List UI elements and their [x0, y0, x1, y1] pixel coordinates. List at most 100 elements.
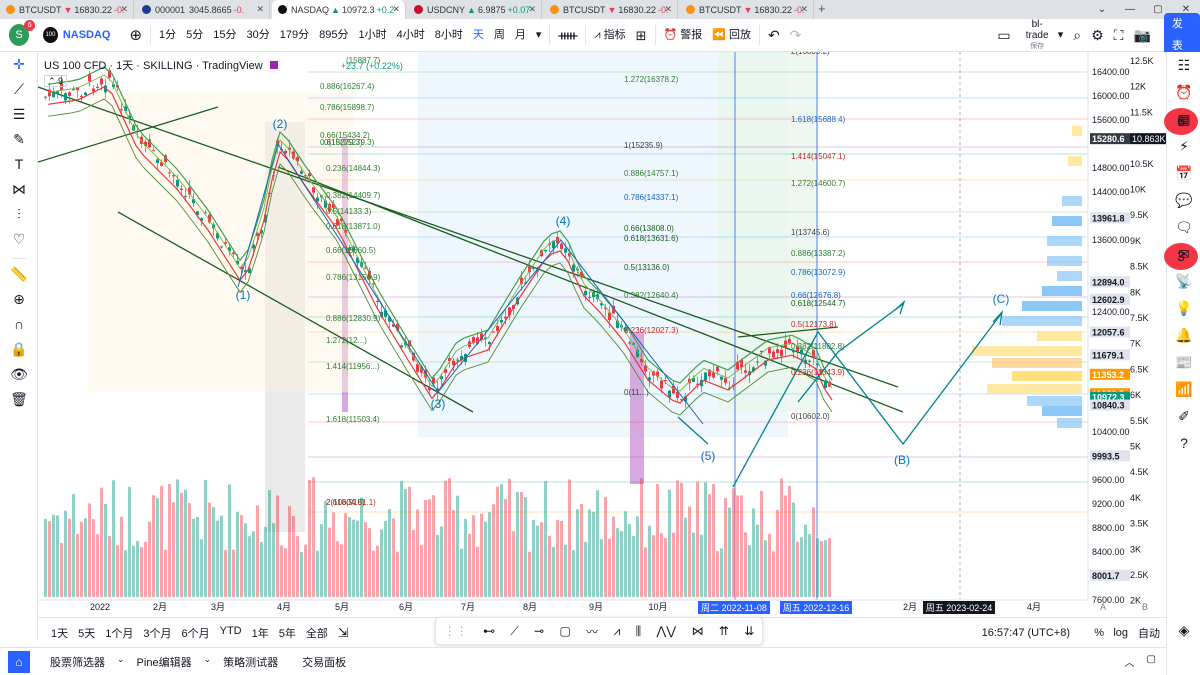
- new-tab-button[interactable]: +: [818, 1, 826, 16]
- long-position-icon[interactable]: ⇈: [718, 624, 729, 638]
- user-avatar[interactable]: S 6: [9, 20, 36, 46]
- trend-line-icon[interactable]: ⟋: [14, 81, 24, 97]
- redo-icon[interactable]: ↷: [789, 26, 802, 43]
- ruler-icon[interactable]: 📏: [10, 266, 28, 282]
- close-tab-icon[interactable]: ✕: [256, 4, 264, 14]
- brush-icon[interactable]: ✎: [13, 131, 25, 147]
- browser-tab[interactable]: BTCUSDT ▼ 16830.22 -0. ✕: [0, 0, 134, 19]
- interval-dropdown-icon[interactable]: ▾: [535, 28, 542, 41]
- maximize-panel-icon[interactable]: ▢: [1146, 654, 1156, 665]
- fullscreen-icon[interactable]: ⛶: [1113, 26, 1124, 43]
- bulb-icon[interactable]: 💡: [1175, 300, 1193, 316]
- timezone-clock[interactable]: 16:57:47 (UTC+8): [981, 626, 1070, 639]
- range-button[interactable]: 1天: [51, 627, 69, 640]
- rectangle-tool-icon[interactable]: ▢: [559, 624, 571, 638]
- layout-name-button[interactable]: bl-trade 保存: [1022, 19, 1053, 52]
- range-button[interactable]: 6个月: [181, 627, 210, 640]
- interval-button[interactable]: 4小时: [396, 28, 425, 41]
- bottom-tab[interactable]: 交易面板: [302, 656, 347, 669]
- short-position-icon[interactable]: ⇊: [744, 624, 755, 638]
- xabcd-pattern-icon[interactable]: ⋈: [691, 624, 704, 638]
- close-window-icon[interactable]: ✕: [1181, 4, 1191, 15]
- interval-button[interactable]: 15分: [213, 28, 237, 41]
- symbol-search-button[interactable]: NASDAQ: [62, 29, 111, 41]
- alerts-button[interactable]: ⏰ 警报: [658, 19, 707, 52]
- watchlist-icon[interactable]: ☷: [1177, 57, 1191, 73]
- range-button[interactable]: 3个月: [143, 627, 172, 640]
- layout-select-icon[interactable]: ▭: [997, 26, 1011, 43]
- range-button[interactable]: 1年: [251, 627, 269, 640]
- trash-icon[interactable]: 🗑: [10, 391, 28, 407]
- text-tool-icon[interactable]: T: [14, 156, 24, 172]
- ideas-icon[interactable]: 💬: [1175, 192, 1193, 208]
- settings-gear-icon[interactable]: ⚙: [1091, 26, 1104, 43]
- undo-icon[interactable]: ↶: [767, 26, 780, 43]
- date-range-icon[interactable]: ⇲: [337, 624, 349, 640]
- hotlist-icon[interactable]: ⚡: [1179, 138, 1189, 154]
- range-button[interactable]: 全部: [305, 627, 328, 640]
- close-tab-icon[interactable]: ✕: [800, 4, 808, 14]
- crosshair-icon[interactable]: ✛: [13, 56, 25, 72]
- compare-symbol-icon[interactable]: ⊕: [129, 26, 143, 44]
- close-tab-icon[interactable]: ✕: [528, 4, 536, 14]
- interval-button[interactable]: 天: [472, 28, 484, 41]
- prediction-tool-icon[interactable]: ⫶: [17, 206, 21, 222]
- price-chart[interactable]: (1) (2) (3) (4) (5) (B) (C) (15887.7) 0.886(1626…: [38, 52, 1166, 617]
- collapse-indicators-icon[interactable]: ⌃ 9: [44, 75, 68, 87]
- alerts-clock-icon[interactable]: ⏰ 6: [1164, 79, 1200, 135]
- quick-search-icon[interactable]: ⌕: [1073, 26, 1082, 43]
- notifications-bell-icon[interactable]: 🔔: [1175, 327, 1193, 343]
- interval-button[interactable]: 周: [493, 28, 505, 41]
- messages-icon[interactable]: ✉: [1178, 246, 1190, 262]
- close-tab-icon[interactable]: ✕: [664, 4, 672, 14]
- percent-toggle[interactable]: %: [1094, 626, 1104, 639]
- calendar-icon[interactable]: 📅: [1175, 165, 1193, 181]
- hline-tool-icon[interactable]: ⊷: [482, 624, 495, 638]
- close-tab-icon[interactable]: ✕: [392, 4, 400, 14]
- interval-button[interactable]: 895分: [319, 28, 349, 41]
- templates-icon[interactable]: ⊞: [635, 27, 647, 43]
- browser-tab[interactable]: BTCUSDT ▼ 16830.22 -0. ✕: [544, 0, 678, 19]
- zoom-in-icon[interactable]: ⊕: [13, 291, 25, 307]
- abcd-pattern-icon[interactable]: ⋀⋁: [656, 624, 677, 638]
- tab-list-icon[interactable]: ⌄: [1097, 4, 1107, 15]
- segment-tool-icon[interactable]: ⊸: [534, 624, 545, 638]
- visibility-eye-icon[interactable]: 👁: [10, 366, 28, 382]
- signal-icon[interactable]: 📶: [1175, 381, 1193, 397]
- measure-tool-icon[interactable]: ⫼: [635, 623, 642, 638]
- data-window-icon[interactable]: ▦: [1177, 111, 1191, 127]
- layout-dropdown-icon[interactable]: ▾: [1057, 28, 1064, 41]
- publish-button[interactable]: 发表: [1163, 13, 1200, 57]
- interval-button[interactable]: 5分: [186, 28, 204, 41]
- range-button[interactable]: 1个月: [105, 627, 134, 640]
- browser-tab[interactable]: 000001 3045.8665 -0. ✕: [136, 0, 270, 19]
- interval-button[interactable]: 1小时: [358, 28, 387, 41]
- bottom-tab[interactable]: Pine编辑器: [136, 656, 192, 669]
- auto-toggle[interactable]: 自动: [1138, 627, 1160, 640]
- chat-icon[interactable]: 🗨 3: [1164, 214, 1200, 270]
- bottom-tab[interactable]: 策略测试器: [223, 656, 279, 669]
- candle-style-icon[interactable]: ᚔ: [558, 26, 578, 43]
- interval-button[interactable]: 月: [514, 28, 526, 41]
- polyline-tool-icon[interactable]: ⩘: [613, 623, 621, 638]
- maximize-icon[interactable]: ▢: [1153, 4, 1163, 15]
- headlines-icon[interactable]: 📰: [1175, 354, 1193, 370]
- close-tab-icon[interactable]: ✕: [120, 4, 128, 14]
- browser-tab[interactable]: USDCNY ▲ 6.9875 +0.07 ✕: [408, 0, 542, 19]
- indicators-button[interactable]: ⩘ 指标: [589, 19, 630, 52]
- lock-icon[interactable]: 🔒: [10, 341, 28, 357]
- pattern-tool-icon[interactable]: ⋈: [12, 181, 26, 197]
- favorites-heart-icon[interactable]: ♡: [12, 231, 26, 247]
- path-tool-icon[interactable]: 〰: [586, 624, 599, 639]
- magnet-icon[interactable]: ∩: [13, 316, 25, 332]
- pen-icon[interactable]: ✐: [1178, 408, 1190, 424]
- collapse-panel-icon[interactable]: ︿: [1124, 658, 1135, 669]
- replay-button[interactable]: ⏪ 回放: [707, 19, 756, 52]
- interval-button[interactable]: 8小时: [434, 28, 463, 41]
- browser-tab[interactable]: NASDAQ ▲ 10972.3 +0.2 ✕: [272, 0, 406, 19]
- bottom-tab[interactable]: 股票筛选器: [50, 656, 105, 669]
- horizontal-lines-icon[interactable]: ☰: [12, 106, 26, 122]
- ray-tool-icon[interactable]: ⟋: [510, 623, 519, 638]
- minimize-icon[interactable]: —: [1125, 4, 1135, 15]
- drag-handle-icon[interactable]: ⋮⋮: [443, 624, 468, 638]
